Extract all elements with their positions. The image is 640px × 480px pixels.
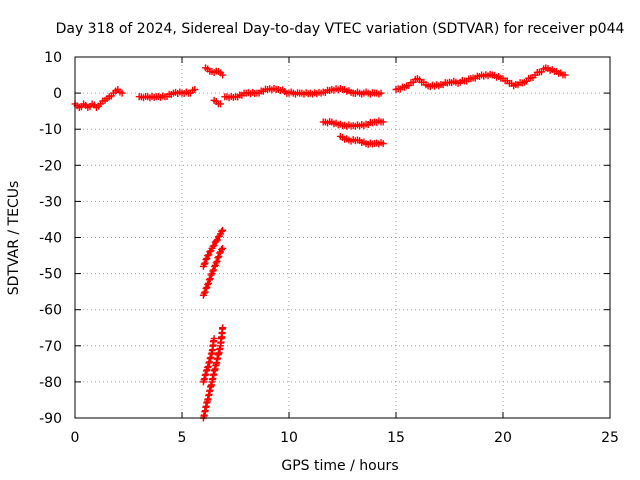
grid <box>75 57 610 418</box>
data-point <box>216 249 224 257</box>
data-point <box>212 259 220 267</box>
x-tick-label: 10 <box>280 430 298 446</box>
data-point <box>217 100 225 108</box>
y-tick-label: 10 <box>44 50 62 66</box>
data-point <box>219 226 227 234</box>
y-tick-label: 0 <box>53 86 62 102</box>
x-tick-label: 15 <box>387 430 405 446</box>
data-point <box>200 260 208 268</box>
y-tick-label: -60 <box>39 303 62 319</box>
x-tick-label: 0 <box>71 430 80 446</box>
axis-ticks: 0 5 10 15 20 25 10 0 -10 -20 -30 -40 -50 -60 -70 -80 -90 <box>39 50 619 446</box>
data-point <box>205 251 213 259</box>
data-point <box>211 262 219 270</box>
y-tick-label: -30 <box>39 194 62 210</box>
data-point <box>218 245 226 253</box>
data-point <box>219 71 227 79</box>
data-point <box>379 118 387 126</box>
data-point <box>212 237 220 245</box>
data-point <box>205 276 213 284</box>
data-point <box>191 85 199 93</box>
chart-title: Day 318 of 2024, Sidereal Day-to-day VTE… <box>56 21 625 37</box>
data-point <box>213 257 221 265</box>
data-point <box>202 256 210 264</box>
data-point <box>214 254 222 262</box>
x-tick-label: 20 <box>494 430 512 446</box>
y-tick-label: -50 <box>39 267 62 283</box>
data-point <box>209 267 217 275</box>
y-tick-label: -90 <box>39 411 62 427</box>
data-point <box>379 140 387 148</box>
data-point <box>210 241 218 249</box>
x-tick-label: 25 <box>601 430 619 446</box>
data-point <box>200 289 208 297</box>
data-point <box>209 242 217 250</box>
y-tick-label: -80 <box>39 375 62 391</box>
data-points <box>71 64 569 422</box>
data-point <box>210 335 218 343</box>
data-point <box>205 279 213 287</box>
y-tick-label: -40 <box>39 231 62 247</box>
data-point <box>219 244 227 252</box>
y-tick-label: -20 <box>39 158 62 174</box>
data-point <box>377 89 385 97</box>
data-point <box>202 284 210 292</box>
data-point <box>204 280 212 288</box>
data-point <box>201 288 209 296</box>
plot-frame <box>74 56 611 419</box>
data-point <box>204 252 212 260</box>
data-point <box>561 71 569 79</box>
data-point <box>219 324 227 332</box>
data-point <box>201 259 209 267</box>
data-point <box>210 266 218 274</box>
y-axis-label: SDTVAR / TECUs <box>6 181 22 296</box>
data-point <box>218 227 226 235</box>
data-point <box>206 275 214 283</box>
x-tick-label: 5 <box>178 430 187 446</box>
data-point <box>213 236 221 244</box>
data-point <box>215 253 223 261</box>
y-tick-label: -10 <box>39 122 62 138</box>
data-point <box>207 271 215 279</box>
y-tick-label: -70 <box>39 339 62 355</box>
data-point <box>118 89 126 97</box>
x-axis-label: GPS time / hours <box>281 458 398 474</box>
